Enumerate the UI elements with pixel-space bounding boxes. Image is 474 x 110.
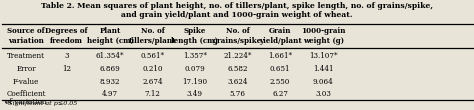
Text: and grain yield/plant and 1000-grain weight of wheat.: and grain yield/plant and 1000-grain wei… [121,11,353,19]
Text: 0.210: 0.210 [142,65,163,73]
Text: *Significant at p≤0.05: *Significant at p≤0.05 [5,101,77,106]
Text: Grain: Grain [269,27,292,35]
Text: 4.97: 4.97 [102,90,118,98]
Text: 2.550: 2.550 [270,78,290,86]
Text: 6.869: 6.869 [100,65,120,73]
Text: freedom: freedom [50,37,83,45]
Text: Degrees of: Degrees of [45,27,88,35]
Text: length (cm): length (cm) [172,37,218,45]
Text: 13.107*: 13.107* [309,52,337,60]
Text: 17.190: 17.190 [182,78,208,86]
Text: 3.49: 3.49 [187,90,203,98]
Text: 2.674: 2.674 [142,78,163,86]
Text: 5.76: 5.76 [229,90,246,98]
Text: Source of: Source of [7,27,45,35]
Text: F-value: F-value [13,78,39,86]
Text: 3: 3 [64,52,69,60]
Text: 7.12: 7.12 [145,90,161,98]
Text: No. of: No. of [226,27,249,35]
Text: yield/plant: yield/plant [259,37,301,45]
Text: 8.932: 8.932 [100,78,120,86]
Text: 3.03: 3.03 [315,90,331,98]
Text: 1000-grain: 1000-grain [301,27,346,35]
Text: 12: 12 [62,65,71,73]
Text: Plant: Plant [99,27,121,35]
Text: Spike: Spike [183,27,206,35]
Text: 6.582: 6.582 [227,65,248,73]
Text: 9.064: 9.064 [313,78,334,86]
Text: Treatment: Treatment [7,52,45,60]
Text: height (cm): height (cm) [87,37,133,45]
Text: Coefficient: Coefficient [6,90,46,98]
Text: 0.651: 0.651 [270,65,291,73]
Text: of variation: of variation [5,98,47,106]
Text: 0.079: 0.079 [184,65,205,73]
Text: variation: variation [8,37,44,45]
Text: 1.357*: 1.357* [183,52,207,60]
Text: weight (g): weight (g) [303,37,344,45]
Text: 0.561*: 0.561* [141,52,164,60]
Text: grains/spike: grains/spike [213,37,262,45]
Text: tillers/plant: tillers/plant [129,37,176,45]
Text: Table 2. Mean squares of plant height, no. of tillers/plant, spike length, no. o: Table 2. Mean squares of plant height, n… [41,2,433,10]
Text: 6.27: 6.27 [272,90,288,98]
Text: 61.354*: 61.354* [96,52,124,60]
Text: 3.624: 3.624 [227,78,248,86]
Text: 1.441: 1.441 [313,65,334,73]
Text: No. of: No. of [141,27,164,35]
Text: 21.224*: 21.224* [223,52,252,60]
Text: Error: Error [16,65,36,73]
Text: 1.661*: 1.661* [268,52,292,60]
